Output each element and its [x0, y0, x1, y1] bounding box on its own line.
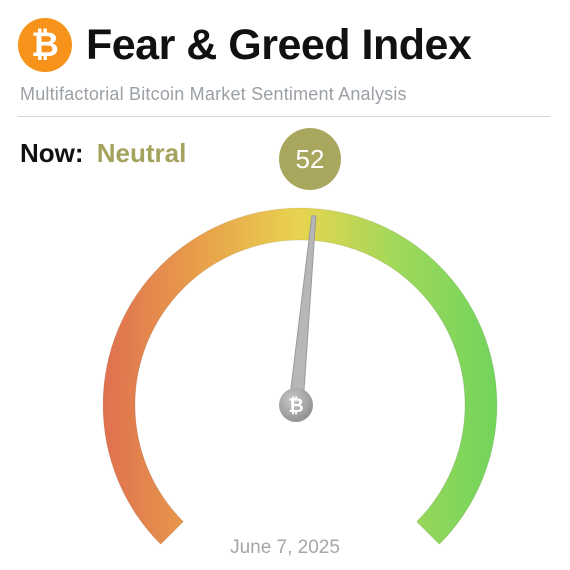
- header: ₿ Fear & Greed Index: [18, 18, 472, 72]
- now-label: Now:: [20, 138, 84, 168]
- now-value: Neutral: [96, 138, 187, 168]
- page-subtitle: Multifactorial Bitcoin Market Sentiment …: [20, 84, 407, 104]
- current-sentiment: Now: Neutral: [20, 138, 186, 169]
- date-label: June 7, 2025: [230, 537, 340, 558]
- needle-hub: [279, 388, 313, 422]
- gauge-needle: [288, 215, 317, 407]
- page-title: Fear & Greed Index: [86, 20, 472, 69]
- divider: [18, 116, 550, 117]
- bitcoin-icon: ₿: [288, 395, 303, 417]
- index-value-badge: 52: [279, 128, 341, 190]
- bitcoin-icon: ₿: [18, 18, 72, 72]
- gauge-arc: [102, 207, 498, 546]
